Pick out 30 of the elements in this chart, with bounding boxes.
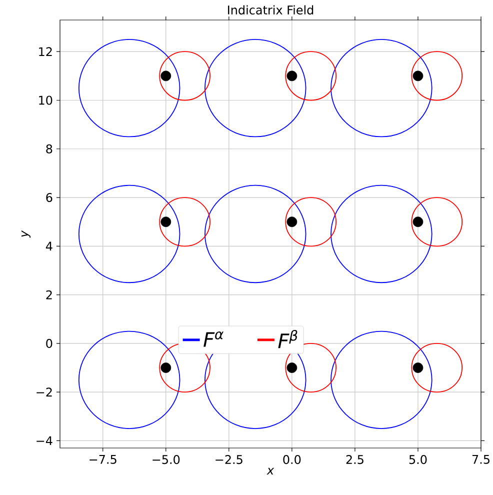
annotation: F$^{β}$ bbox=[278, 330, 298, 348]
y-tick-label: −4 bbox=[36, 436, 52, 446]
point bbox=[412, 70, 424, 82]
x-tick-label: 7.5 bbox=[472, 455, 490, 464]
point bbox=[412, 362, 424, 373]
y-tick-label: 6 bbox=[46, 192, 52, 202]
x-tick-label: −2.5 bbox=[216, 455, 242, 464]
y-tick-label: 4 bbox=[46, 242, 52, 251]
chart-title: Indicatrix Field bbox=[228, 5, 314, 14]
x-axis-title: x bbox=[266, 468, 274, 474]
annotation: F$^{α}$ bbox=[204, 331, 224, 347]
x-tick-label: 2.5 bbox=[346, 455, 364, 464]
point bbox=[412, 216, 424, 228]
y-tick-label: −2 bbox=[36, 388, 52, 397]
y-tick-label: 2 bbox=[46, 290, 52, 300]
point bbox=[160, 216, 172, 228]
y-tick-label: 10 bbox=[39, 96, 52, 105]
point bbox=[160, 362, 172, 373]
point bbox=[160, 70, 172, 82]
x-tick-label: 0.0 bbox=[283, 455, 301, 464]
x-tick-label: 5.0 bbox=[409, 455, 427, 464]
point bbox=[286, 70, 298, 82]
x-tick-label: −7.5 bbox=[90, 455, 116, 464]
y-tick-label: 12 bbox=[39, 47, 52, 56]
point bbox=[286, 216, 298, 228]
y-tick-label: 0 bbox=[46, 338, 52, 348]
y-axis-title: y bbox=[22, 230, 31, 238]
y-tick-label: 8 bbox=[46, 144, 52, 154]
point bbox=[286, 362, 298, 373]
x-tick-label: −5.0 bbox=[152, 455, 180, 464]
